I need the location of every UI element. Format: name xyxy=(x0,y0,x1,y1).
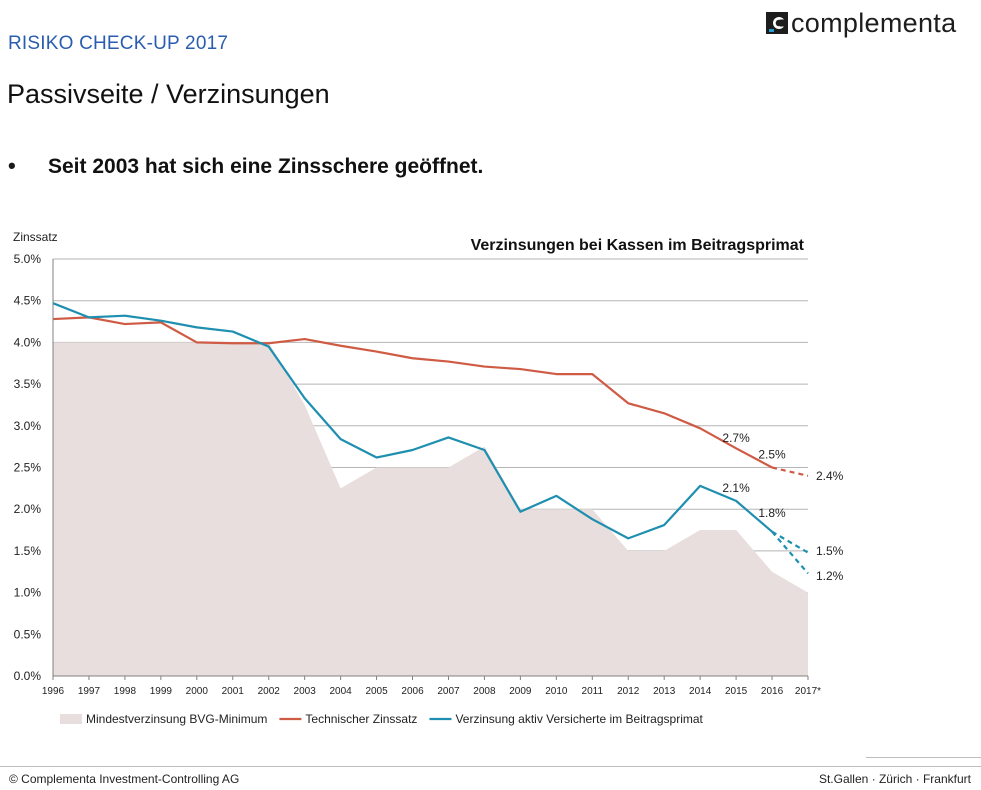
logo-text: complementa xyxy=(791,7,957,38)
y-tick-label: 1.5% xyxy=(14,544,42,558)
data-labels: 2.7% 2.5% 2.4% 2.1% 1.8% 1.5% 1.2% xyxy=(722,431,843,583)
x-tick-label: 1997 xyxy=(78,686,101,697)
projection-line-1 xyxy=(771,530,809,554)
footer-locations: St.Gallen · Zürich · Frankfurt xyxy=(818,772,971,786)
x-tick-label: 1996 xyxy=(42,686,65,697)
x-tick-label: 2017* xyxy=(795,686,821,697)
y-tick-label: 3.0% xyxy=(14,419,42,433)
x-tick-label: 2015 xyxy=(725,686,748,697)
page-title: Passivseite / Verzinsungen xyxy=(7,79,330,109)
y-tick-label: 2.0% xyxy=(14,502,42,516)
x-tick-label: 1999 xyxy=(150,686,173,697)
legend-swatch-area xyxy=(60,714,82,724)
data-label: 2.4% xyxy=(816,469,844,483)
data-label: 1.5% xyxy=(816,544,844,558)
y-tick-label: 1.0% xyxy=(14,586,42,600)
projection-alt-line-1 xyxy=(771,530,809,575)
x-tick-label: 1998 xyxy=(114,686,137,697)
x-tick-label: 2006 xyxy=(401,686,424,697)
section-kicker: RISIKO CHECK-UP 2017 xyxy=(8,33,229,54)
area-series xyxy=(53,342,808,676)
legend-label: Verzinsung aktiv Versicherte im Beitrags… xyxy=(455,712,703,726)
brand-logo: complementa xyxy=(766,8,956,38)
y-tick-label: 5.0% xyxy=(14,252,42,266)
data-label: 1.8% xyxy=(758,506,786,520)
footer-divider xyxy=(0,766,981,767)
data-label: 1.2% xyxy=(816,569,844,583)
x-tick-label: 2009 xyxy=(509,686,532,697)
x-tick-label: 2008 xyxy=(473,686,496,697)
y-axis-label: Zinssatz xyxy=(13,230,58,244)
projection-line-0 xyxy=(771,466,809,477)
x-tick-label: 2013 xyxy=(653,686,676,697)
line-series-1 xyxy=(52,302,773,540)
legend-label: Mindestverzinsung BVG-Minimum xyxy=(86,712,267,726)
interest-rate-chart: 0.0% 0.5% 1.0% 1.5% 2.0% 2.5% 3.0% 3.5% 4.0% 4.5%… xyxy=(13,230,844,726)
chart-title: Verzinsungen bei Kassen im Beitragsprima… xyxy=(471,237,805,254)
y-tick-label: 4.5% xyxy=(14,294,42,308)
line-series xyxy=(52,302,809,575)
area-mindestverzinsung xyxy=(53,342,808,676)
x-tick-label: 2004 xyxy=(329,686,352,697)
y-tick-label: 0.0% xyxy=(14,669,42,683)
x-tick-label: 2003 xyxy=(294,686,317,697)
bullet-symbol: • xyxy=(8,153,16,178)
y-tick-label: 0.5% xyxy=(14,627,42,641)
data-label: 2.1% xyxy=(722,481,750,495)
x-tick-label: 2010 xyxy=(545,686,568,697)
x-tick-label: 2001 xyxy=(222,686,245,697)
x-tick-label: 2000 xyxy=(186,686,209,697)
legend-label: Technischer Zinssatz xyxy=(305,712,417,726)
x-tick-label: 2014 xyxy=(689,686,712,697)
axes: 0.0% 0.5% 1.0% 1.5% 2.0% 2.5% 3.0% 3.5% 4.0% 4.5%… xyxy=(14,252,822,697)
x-tick-label: 2011 xyxy=(582,686,604,697)
x-tick-label: 2016 xyxy=(761,686,784,697)
y-tick-label: 4.0% xyxy=(14,335,42,349)
footer-accent-line xyxy=(866,757,981,758)
logo-mark-icon xyxy=(766,12,788,34)
data-label: 2.5% xyxy=(758,448,786,462)
line-series-0 xyxy=(52,316,773,469)
y-tick-label: 3.5% xyxy=(14,377,42,391)
x-tick-label: 2005 xyxy=(365,686,388,697)
bullet-text: Seit 2003 hat sich eine Zinsschere geöff… xyxy=(48,155,484,178)
x-tick-label: 2012 xyxy=(617,686,640,697)
y-tick-label: 2.5% xyxy=(14,461,42,475)
x-tick-label: 2007 xyxy=(437,686,460,697)
footer-copyright: © Complementa Investment-Controlling AG xyxy=(9,772,240,786)
data-label: 2.7% xyxy=(722,431,750,445)
legend: Mindestverzinsung BVG-Minimum Technischer… xyxy=(60,712,704,726)
x-tick-label: 2002 xyxy=(258,686,281,697)
